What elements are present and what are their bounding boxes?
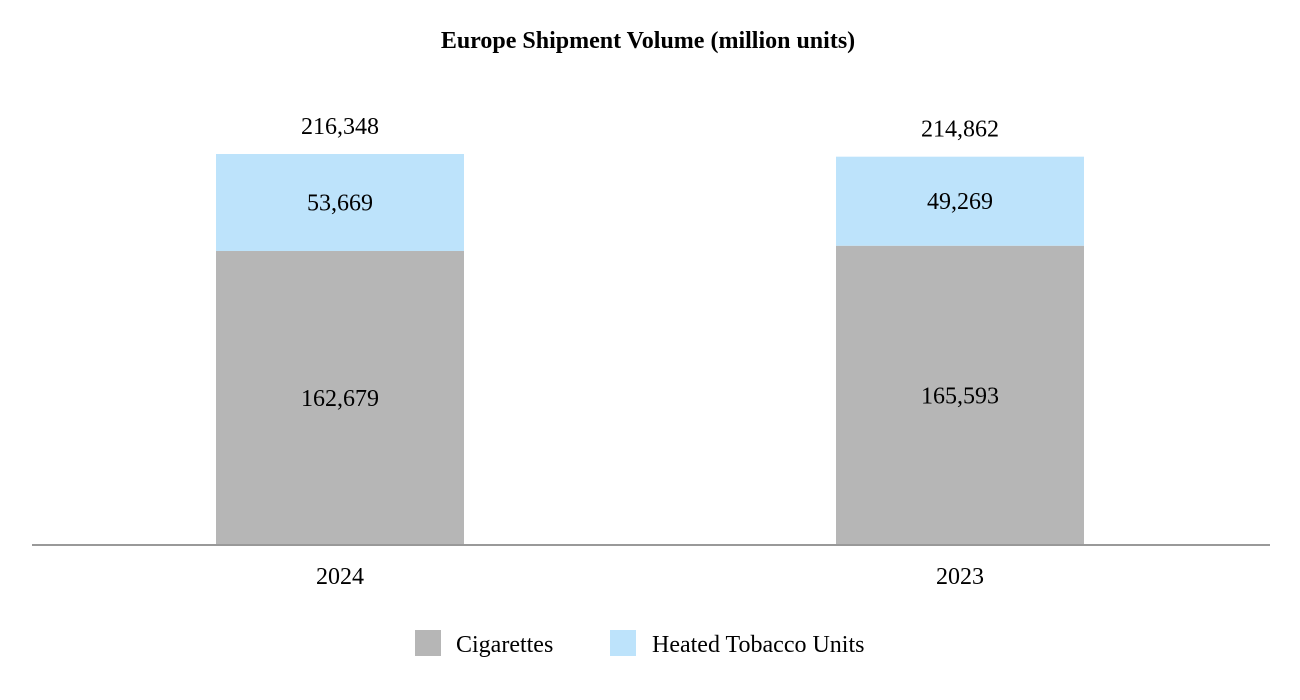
- total-label-2024: 216,348: [301, 114, 379, 140]
- legend-label-heated-tobacco-units: Heated Tobacco Units: [652, 632, 864, 658]
- legend-swatch-cigarettes: [415, 630, 441, 656]
- value-label-heated-tobacco-units-2023: 49,269: [927, 189, 993, 215]
- legend-swatch-heated-tobacco-units: [610, 630, 636, 656]
- value-label-cigarettes-2024: 162,679: [301, 386, 379, 412]
- bar-heated-tobacco-units-2023: [836, 156, 1084, 246]
- bar-cigarettes-2024: [216, 250, 464, 545]
- x-tick-label-2024: 2024: [316, 564, 364, 590]
- value-label-cigarettes-2023: 165,593: [921, 383, 999, 409]
- chart-title: Europe Shipment Volume (million units): [441, 28, 855, 54]
- x-tick-label-2023: 2023: [936, 564, 984, 590]
- bar-heated-tobacco-units-2024: [216, 154, 464, 251]
- legend-label-cigarettes: Cigarettes: [456, 632, 553, 658]
- value-label-heated-tobacco-units-2024: 53,669: [307, 190, 373, 216]
- value-labels-layer: 162,679 53,669 216,348 165,593 49,269 214,862: [301, 114, 999, 412]
- total-label-2023: 214,862: [921, 117, 999, 143]
- bars-layer: [216, 154, 1084, 546]
- x-tick-labels: 2024 2023: [316, 564, 984, 590]
- legend: Cigarettes Heated Tobacco Units: [415, 630, 864, 658]
- bar-cigarettes-2023: [836, 245, 1084, 546]
